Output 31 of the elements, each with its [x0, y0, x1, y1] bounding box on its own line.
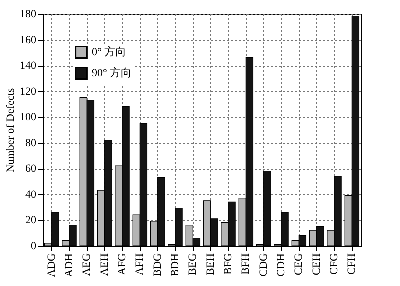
x-tick-label: AEH — [98, 253, 111, 276]
x-tick-label: CEG — [293, 253, 306, 276]
x-tick-label: CFH — [346, 253, 358, 275]
x-tick-label: AFG — [116, 253, 128, 276]
y-tick-label: 0 — [31, 240, 37, 252]
y-tick-label: 120 — [20, 86, 37, 98]
y-tick-label: 180 — [20, 8, 37, 20]
y-tick-label: 40 — [26, 188, 37, 201]
x-tick-label: BFH — [240, 253, 252, 275]
y-tick-label: 140 — [20, 60, 37, 72]
y-axis-title: Number of Defects — [5, 88, 17, 173]
legend-label: 90° 方向 — [92, 66, 132, 80]
x-tick-label: BDH — [170, 253, 182, 277]
x-tick-label: CDH — [276, 253, 288, 277]
x-tick-label: BEG — [187, 253, 200, 276]
y-tick-label: 80 — [26, 137, 37, 150]
x-tick-label: ADH — [64, 253, 76, 278]
x-tick-label: AEG — [81, 253, 94, 276]
x-tick-label: BFG — [222, 253, 234, 275]
legend-label: 0° 方向 — [92, 46, 127, 58]
y-tick-label: 160 — [20, 34, 37, 46]
x-tick-label: AFH — [134, 253, 146, 276]
x-tick-label: BEH — [204, 253, 217, 276]
x-tick-label: ADG — [46, 253, 58, 278]
y-tick-label: 60 — [26, 163, 37, 176]
x-tick-label: CDG — [258, 253, 270, 277]
y-tick-label: 100 — [20, 112, 37, 124]
x-tick-label: BDG — [152, 253, 164, 277]
x-tick-label: CFG — [328, 253, 340, 275]
x-tick-label: CEH — [310, 253, 323, 276]
y-tick-label: 20 — [26, 214, 37, 227]
